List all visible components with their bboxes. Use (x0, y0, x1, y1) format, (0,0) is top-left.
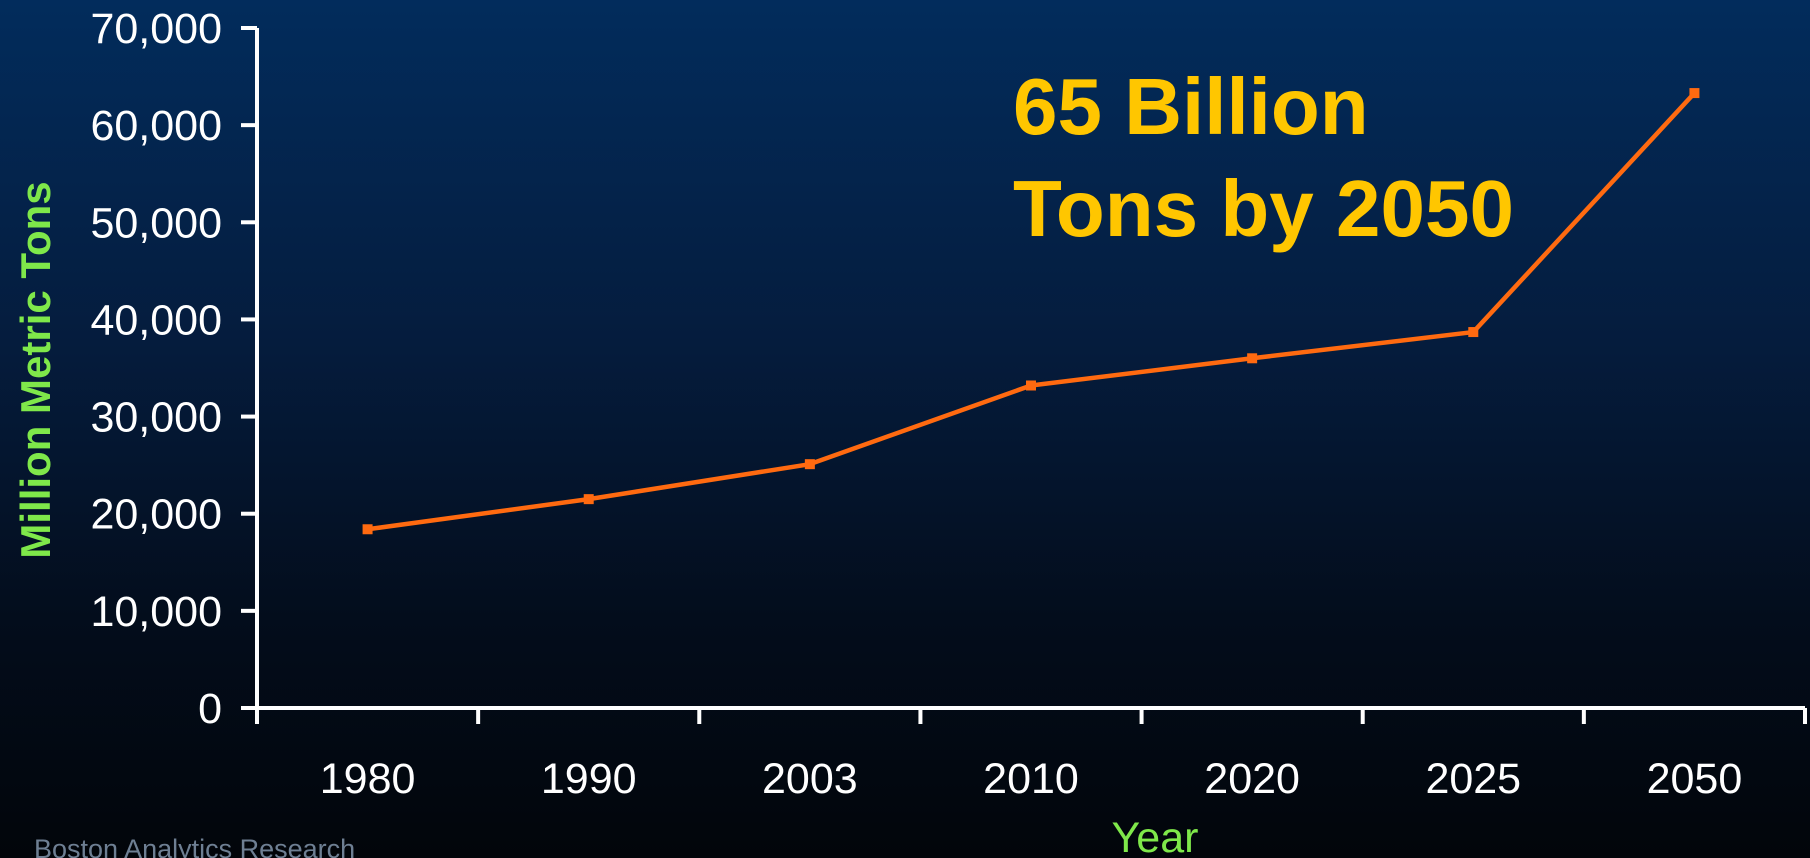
y-tick-label: 40,000 (90, 296, 222, 344)
y-axis-title: Million Metric Tons (12, 181, 59, 558)
data-point-marker (1026, 380, 1036, 391)
x-tick-label: 1990 (541, 755, 637, 803)
x-tick-label: 2025 (1425, 755, 1521, 803)
x-tick-label: 2003 (762, 755, 858, 803)
x-tick-label: 1980 (320, 755, 416, 803)
y-tick-label: 50,000 (90, 199, 222, 247)
x-tick-label: 2020 (1204, 755, 1300, 803)
annotation-line-2: Tons by 2050 (1013, 164, 1514, 253)
data-point-marker (1689, 88, 1700, 99)
annotation-line-1: 65 Billion (1013, 62, 1369, 151)
y-tick-label: 60,000 (90, 102, 222, 150)
x-tick-label: 2010 (983, 755, 1079, 803)
series-line-group (362, 88, 1700, 535)
y-tick-label: 10,000 (90, 588, 222, 636)
x-tick-label: 2050 (1647, 755, 1743, 803)
data-point-marker (804, 459, 815, 470)
x-axis-title: Year (1112, 814, 1199, 858)
data-point-marker (1247, 353, 1258, 364)
data-point-marker (362, 524, 373, 535)
x-axis-ticks: 1980 1990 2003 2010 2020 2025 2050 (255, 708, 1807, 803)
chart-axes (255, 28, 1805, 710)
y-axis-ticks: 0 10,000 20,000 30,000 40,000 50,000 60,000 70,… (90, 5, 257, 733)
source-credit: Boston Analytics Research (34, 834, 355, 858)
series-line (367, 91, 1697, 532)
y-tick-label: 20,000 (90, 491, 222, 539)
y-tick-label: 0 (198, 685, 222, 733)
y-tick-label: 70,000 (90, 5, 222, 53)
y-tick-label: 30,000 (90, 394, 222, 442)
data-point-marker (1468, 327, 1479, 338)
data-point-marker (583, 494, 594, 505)
